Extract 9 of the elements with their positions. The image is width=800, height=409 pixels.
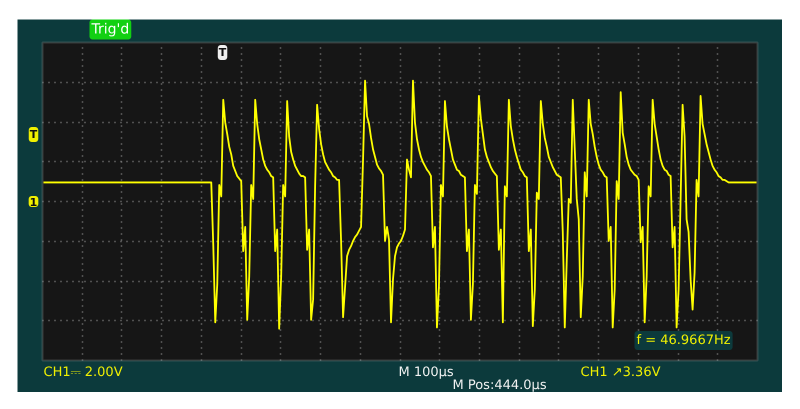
text: f = 46.9667Hz [636, 333, 731, 348]
text: Trig'd [90, 22, 130, 38]
text: 1 [30, 196, 38, 209]
text: M Pos:444.0μs [452, 378, 547, 393]
text: T [30, 128, 38, 141]
text: CH1⎓ 2.00V [44, 365, 123, 380]
text: M 100μs [398, 365, 454, 380]
text: T [218, 46, 227, 59]
text: CH1 ↗3.36V [580, 365, 661, 380]
